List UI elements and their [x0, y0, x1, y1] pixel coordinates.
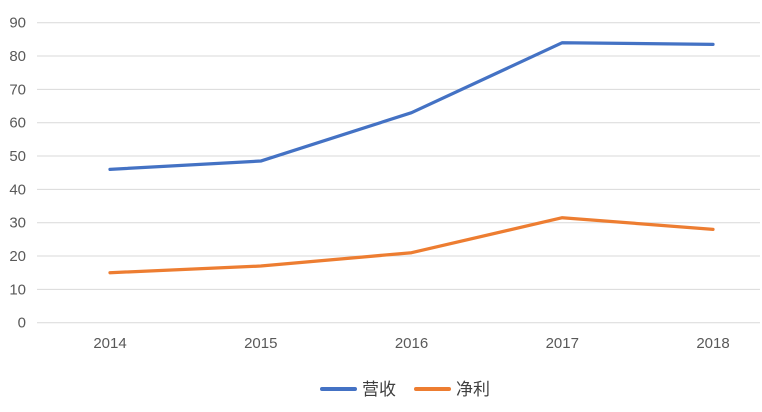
- x-axis-label: 2018: [696, 335, 729, 352]
- x-axis-label: 2014: [93, 335, 126, 352]
- y-tick-label: 30: [9, 215, 26, 232]
- y-tick-label: 70: [9, 81, 26, 98]
- x-axis-label: 2017: [546, 335, 579, 352]
- series-line-营收: [108, 41, 715, 171]
- y-tick-label: 0: [18, 315, 26, 332]
- y-tick-label: 90: [9, 15, 26, 32]
- legend-item: 营收: [320, 381, 396, 398]
- y-tick-label: 20: [9, 248, 26, 265]
- x-axis-label: 2015: [244, 335, 277, 352]
- x-axis-label: 2016: [395, 335, 428, 352]
- chart-legend: 营收 净利: [0, 377, 762, 401]
- legend-label: 营收: [362, 379, 396, 399]
- series-line-净利: [108, 216, 715, 275]
- y-tick-label: 60: [9, 115, 26, 132]
- legend-line-swatch: [414, 387, 451, 391]
- y-tick-label: 50: [9, 148, 26, 165]
- legend-line-swatch: [320, 387, 357, 391]
- legend-label: 净利: [456, 379, 490, 399]
- legend-item: 净利: [414, 381, 490, 398]
- y-tick-label: 40: [9, 181, 26, 198]
- y-tick-label: 80: [9, 48, 26, 65]
- y-tick-label: 10: [9, 281, 26, 298]
